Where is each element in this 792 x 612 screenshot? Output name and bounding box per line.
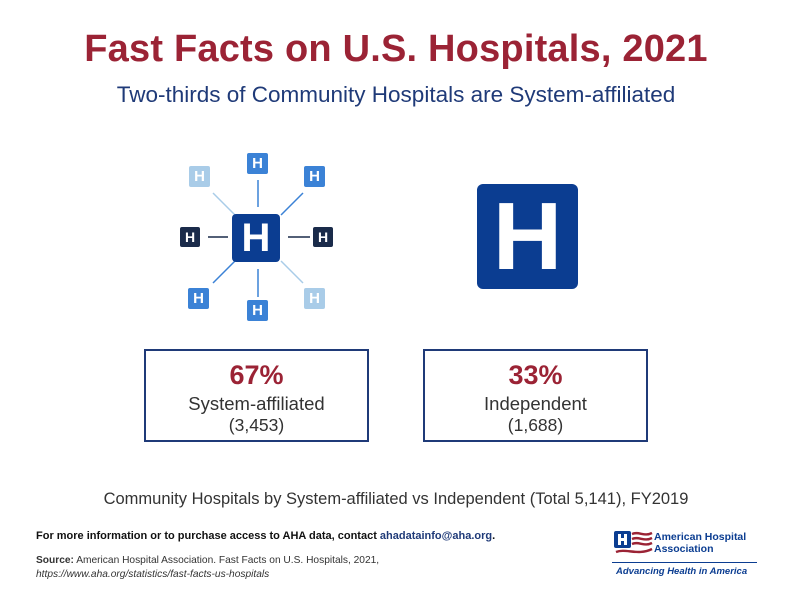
- aha-logo: American Hospital Association Advancing …: [612, 528, 762, 583]
- aha-flag-icon: [614, 531, 653, 554]
- hospital-bottom-left-icon: H: [188, 288, 209, 309]
- logo-divider: [612, 562, 757, 563]
- contact-info: For more information or to purchase acce…: [36, 530, 495, 542]
- source-label: Source:: [36, 555, 74, 566]
- hospital-right-icon: H: [313, 227, 333, 247]
- source-note: Source: American Hospital Association. F…: [36, 554, 379, 582]
- page-title: Fast Facts on U.S. Hospitals, 2021: [84, 28, 708, 70]
- hospital-top-right-icon: H: [304, 166, 325, 187]
- page-subtitle: Two-thirds of Community Hospitals are Sy…: [116, 82, 676, 107]
- source-url-link[interactable]: https://www.aha.org/statistics/fast-fact…: [36, 568, 270, 580]
- stat-card-independent: 33% Independent (1,688): [423, 349, 648, 442]
- stat-card-system-affiliated: 67% System-affiliated (3,453): [144, 349, 369, 442]
- hospital-bottom-right-icon: H: [304, 288, 325, 309]
- aha-logo-name: American Hospital Association: [654, 531, 747, 556]
- stat-percent: 33%: [508, 360, 563, 390]
- stat-label: Independent: [484, 393, 587, 415]
- figure-caption: Community Hospitals by System-affiliated…: [103, 490, 689, 508]
- stat-label: System-affiliated: [188, 393, 325, 415]
- contact-email-link[interactable]: ahadatainfo@aha.org: [379, 530, 493, 542]
- hospital-bottom-icon: H: [247, 300, 268, 321]
- contact-end: .: [492, 530, 496, 542]
- hospital-top-icon: H: [247, 153, 268, 174]
- stat-count: (1,688): [507, 414, 564, 435]
- contact-text: For more information or to purchase acce…: [36, 530, 380, 542]
- hospital-independent-icon: H: [477, 184, 578, 289]
- stat-percent: 67%: [229, 360, 284, 390]
- hospital-network-icon: H H H H H H H H H: [170, 145, 350, 330]
- source-text: American Hospital Association. Fast Fact…: [73, 555, 380, 566]
- aha-tagline: Advancing Health in America: [616, 566, 748, 577]
- hospital-top-left-icon: H: [189, 166, 210, 187]
- hospital-left-icon: H: [180, 227, 200, 247]
- stat-count: (3,453): [228, 414, 285, 435]
- hospital-center-icon: H: [232, 214, 280, 262]
- network-connector-lines: [208, 180, 310, 297]
